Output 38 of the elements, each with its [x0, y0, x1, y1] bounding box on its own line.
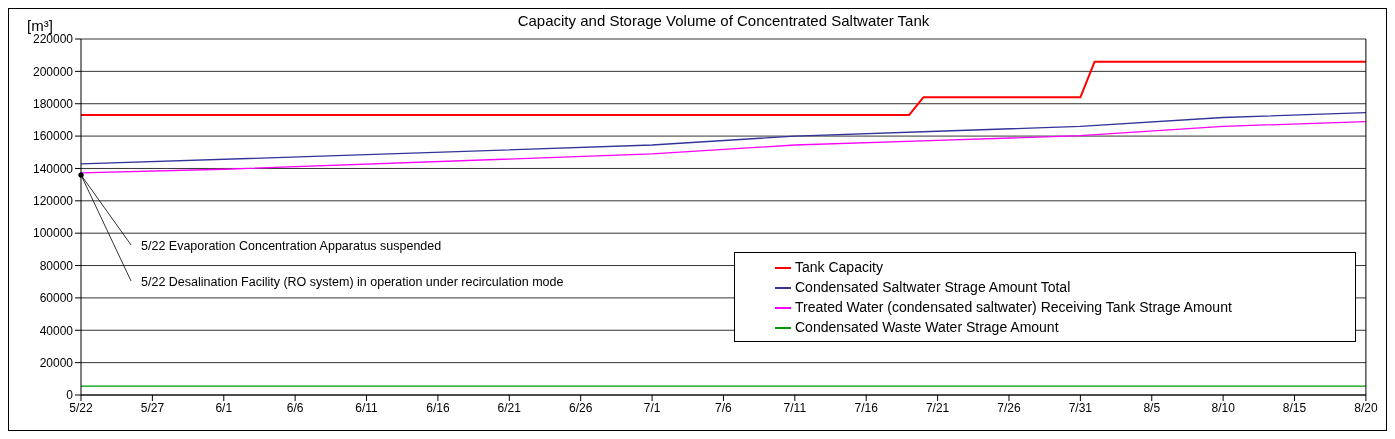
x-tick-label: 8/20	[1354, 400, 1378, 415]
legend-label: Condensated Waste Water Strage Amount	[795, 319, 1059, 335]
x-tick-label: 8/15	[1282, 400, 1307, 415]
x-tick-label: 6/26	[569, 400, 593, 415]
y-tick-label: 140000	[32, 161, 74, 176]
x-tick-label: 5/22	[69, 400, 93, 415]
x-tick-label: 6/11	[355, 400, 379, 415]
y-tick-label: 40000	[39, 323, 74, 338]
x-tick-label: 7/31	[1068, 400, 1093, 415]
annotation: 5/22 Desalination Facility (RO system) in operation under recirculation mode	[141, 274, 564, 289]
chart-title: Capacity and Storage Volume of Concentrated Saltwater Tank	[517, 12, 930, 29]
x-tick-label: 8/10	[1211, 400, 1236, 415]
x-tick-label: 7/26	[997, 400, 1021, 415]
y-axis-title: [m³]	[27, 17, 53, 34]
legend-label: Treated Water (condensated saltwater) Receiving Tank Strage Amount	[795, 299, 1232, 315]
legend-label: Tank Capacity	[795, 259, 883, 275]
x-tick-label: 6/21	[497, 400, 522, 415]
y-tick-label: 160000	[32, 129, 74, 144]
y-tick-label: 120000	[32, 194, 74, 209]
x-tick-label: 8/5	[1143, 400, 1161, 415]
x-tick-label: 7/6	[715, 400, 733, 415]
y-tick-label: 80000	[39, 258, 74, 273]
y-tick-label: 20000	[39, 355, 74, 370]
x-tick-label: 5/27	[140, 400, 165, 415]
x-tick-label: 7/16	[854, 400, 879, 415]
legend-label: Condensated Saltwater Strage Amount Total	[795, 279, 1071, 295]
y-tick-label: 60000	[39, 291, 74, 306]
x-tick-label: 6/16	[426, 400, 450, 415]
y-tick-label: 100000	[32, 226, 74, 241]
y-tick-label: 180000	[32, 96, 74, 111]
x-tick-label: 6/1	[215, 400, 233, 415]
annotation: 5/22 Evaporation Concentration Apparatus suspended	[141, 238, 442, 253]
x-tick-label: 7/21	[925, 400, 950, 415]
y-tick-label: 0	[66, 388, 74, 403]
x-tick-label: 7/1	[643, 400, 661, 415]
x-tick-label: 6/6	[286, 400, 304, 415]
y-tick-label: 200000	[32, 64, 74, 79]
x-tick-label: 7/11	[783, 400, 807, 415]
